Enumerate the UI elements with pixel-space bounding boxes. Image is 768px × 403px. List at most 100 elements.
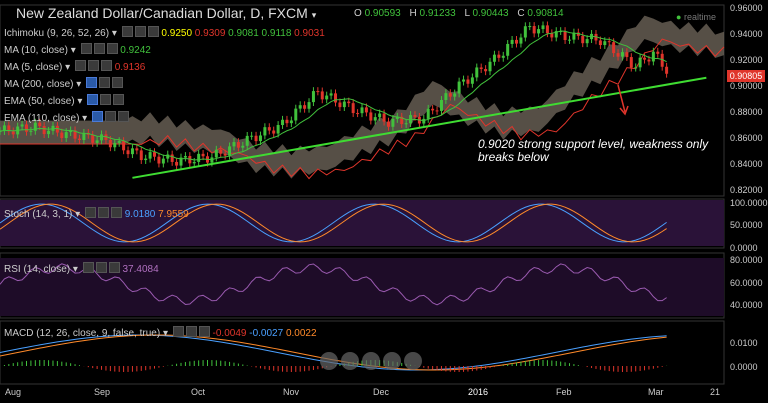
- candle-body: [572, 32, 576, 40]
- candle-body: [24, 124, 28, 132]
- macd-legend[interactable]: MACD (12, 26, close, 9, false, true) ▾ -…: [4, 326, 317, 339]
- ohlc-readout: O 0.90593 H 0.91233 L 0.90443 C 0.90814: [354, 8, 564, 19]
- candle-body: [33, 122, 37, 131]
- y-tick-label: 0.90000: [730, 80, 763, 91]
- candle-body: [338, 102, 342, 108]
- candle-body: [444, 93, 448, 100]
- candle-body: [501, 55, 505, 58]
- candle-body: [395, 116, 399, 119]
- candle-body: [515, 39, 519, 44]
- playback-controls[interactable]: [320, 352, 422, 375]
- stoch-tick: 100.0000: [730, 198, 768, 208]
- ma10-legend[interactable]: MA (10, close) ▾ 0.9242: [4, 43, 151, 56]
- candle-body: [435, 110, 439, 112]
- candle-body: [616, 53, 620, 57]
- stoch-tick: 0.0000: [730, 243, 758, 253]
- candle-body: [144, 158, 148, 161]
- candle-body: [245, 135, 249, 146]
- candle-body: [643, 57, 647, 60]
- candle-body: [153, 152, 157, 157]
- candle-body: [320, 91, 324, 100]
- candle-body: [148, 152, 152, 159]
- macd-tick: 0.0100: [730, 338, 758, 348]
- candle-body: [334, 93, 338, 103]
- candle-body: [307, 102, 311, 109]
- candle-body: [360, 107, 364, 114]
- candle-body: [651, 51, 655, 62]
- candle-body: [567, 39, 571, 41]
- candle-body: [325, 95, 329, 100]
- panel-frame: [0, 4, 725, 197]
- x-tick-label: Feb: [556, 387, 572, 397]
- candle-body: [223, 153, 227, 156]
- candle-body: [329, 93, 333, 96]
- candle-body: [585, 39, 589, 44]
- candle-body: [170, 154, 174, 162]
- candle-body: [113, 142, 117, 148]
- candle-body: [400, 116, 404, 125]
- candle-body: [426, 108, 430, 119]
- down-arrow-head-icon: [619, 105, 629, 116]
- candle-body: [139, 150, 143, 161]
- candle-body: [479, 67, 483, 70]
- candle-body: [29, 130, 33, 132]
- candle-body: [554, 31, 558, 38]
- y-tick-label: 0.86000: [730, 132, 763, 143]
- y-tick-label: 0.82000: [730, 184, 763, 195]
- candle-body: [42, 126, 46, 135]
- candle-body: [108, 139, 112, 148]
- candle-body: [378, 113, 382, 118]
- candle-body: [250, 135, 254, 137]
- candle-body: [492, 54, 496, 62]
- ichimoku-cloud: [0, 15, 724, 179]
- candle-body: [448, 93, 452, 97]
- stoch-legend[interactable]: Stoch (14, 3, 1) ▾ 9.0180 7.9559: [4, 207, 189, 220]
- support-annotation: 0.9020 strong support level, weakness on…: [478, 137, 709, 164]
- y-tick-label: 0.92000: [730, 54, 763, 65]
- candle-body: [228, 146, 232, 156]
- rsi-tick: 60.0000: [730, 278, 763, 288]
- candle-body: [409, 115, 413, 124]
- candle-body: [439, 99, 443, 111]
- candle-body: [126, 150, 130, 155]
- candle-body: [607, 41, 611, 43]
- candle-body: [95, 140, 99, 143]
- ma5-legend[interactable]: MA (5, close) ▾ 0.9136: [4, 60, 146, 73]
- candle-body: [576, 32, 580, 36]
- ichimoku-legend[interactable]: Ichimoku (9, 26, 52, 26) ▾ 0.9250 0.9309…: [4, 26, 325, 39]
- rsi-legend[interactable]: RSI (14, close) ▾ 37.4084: [4, 262, 159, 275]
- ma200-legend[interactable]: MA (200, close) ▾: [4, 77, 124, 91]
- candle-body: [219, 149, 223, 154]
- realtime-badge: ● realtime: [676, 12, 716, 22]
- x-tick-label: Sep: [94, 387, 111, 397]
- y-tick-label: 0.84000: [730, 158, 763, 169]
- x-tick-label: Mar: [648, 387, 664, 397]
- candle-body: [192, 161, 196, 164]
- stoch-tick: 50.0000: [730, 220, 763, 230]
- candle-body: [475, 67, 479, 78]
- candle-body: [55, 125, 59, 133]
- candle-body: [620, 52, 624, 57]
- x-tick-label: Aug: [5, 387, 22, 397]
- candle-body: [0, 131, 2, 133]
- candle-body: [47, 130, 51, 135]
- candle-body: [117, 141, 121, 143]
- candle-body: [232, 142, 236, 147]
- candle-body: [470, 77, 474, 84]
- candle-body: [267, 127, 271, 131]
- candle-body: [612, 42, 616, 54]
- candle-body: [523, 26, 527, 38]
- stoch-d-line: [0, 203, 667, 243]
- candle-body: [281, 119, 285, 126]
- price-label: 0.90805: [727, 70, 765, 82]
- candle-body: [303, 105, 307, 109]
- candle-body: [91, 134, 95, 143]
- candle-body: [532, 26, 536, 34]
- ema110-legend[interactable]: EMA (110, close) ▾: [4, 111, 129, 125]
- candle-body: [541, 25, 545, 30]
- candle-body: [183, 156, 187, 158]
- candle-body: [73, 130, 77, 139]
- candle-body: [20, 124, 24, 127]
- ema50-legend[interactable]: EMA (50, close) ▾: [4, 94, 125, 108]
